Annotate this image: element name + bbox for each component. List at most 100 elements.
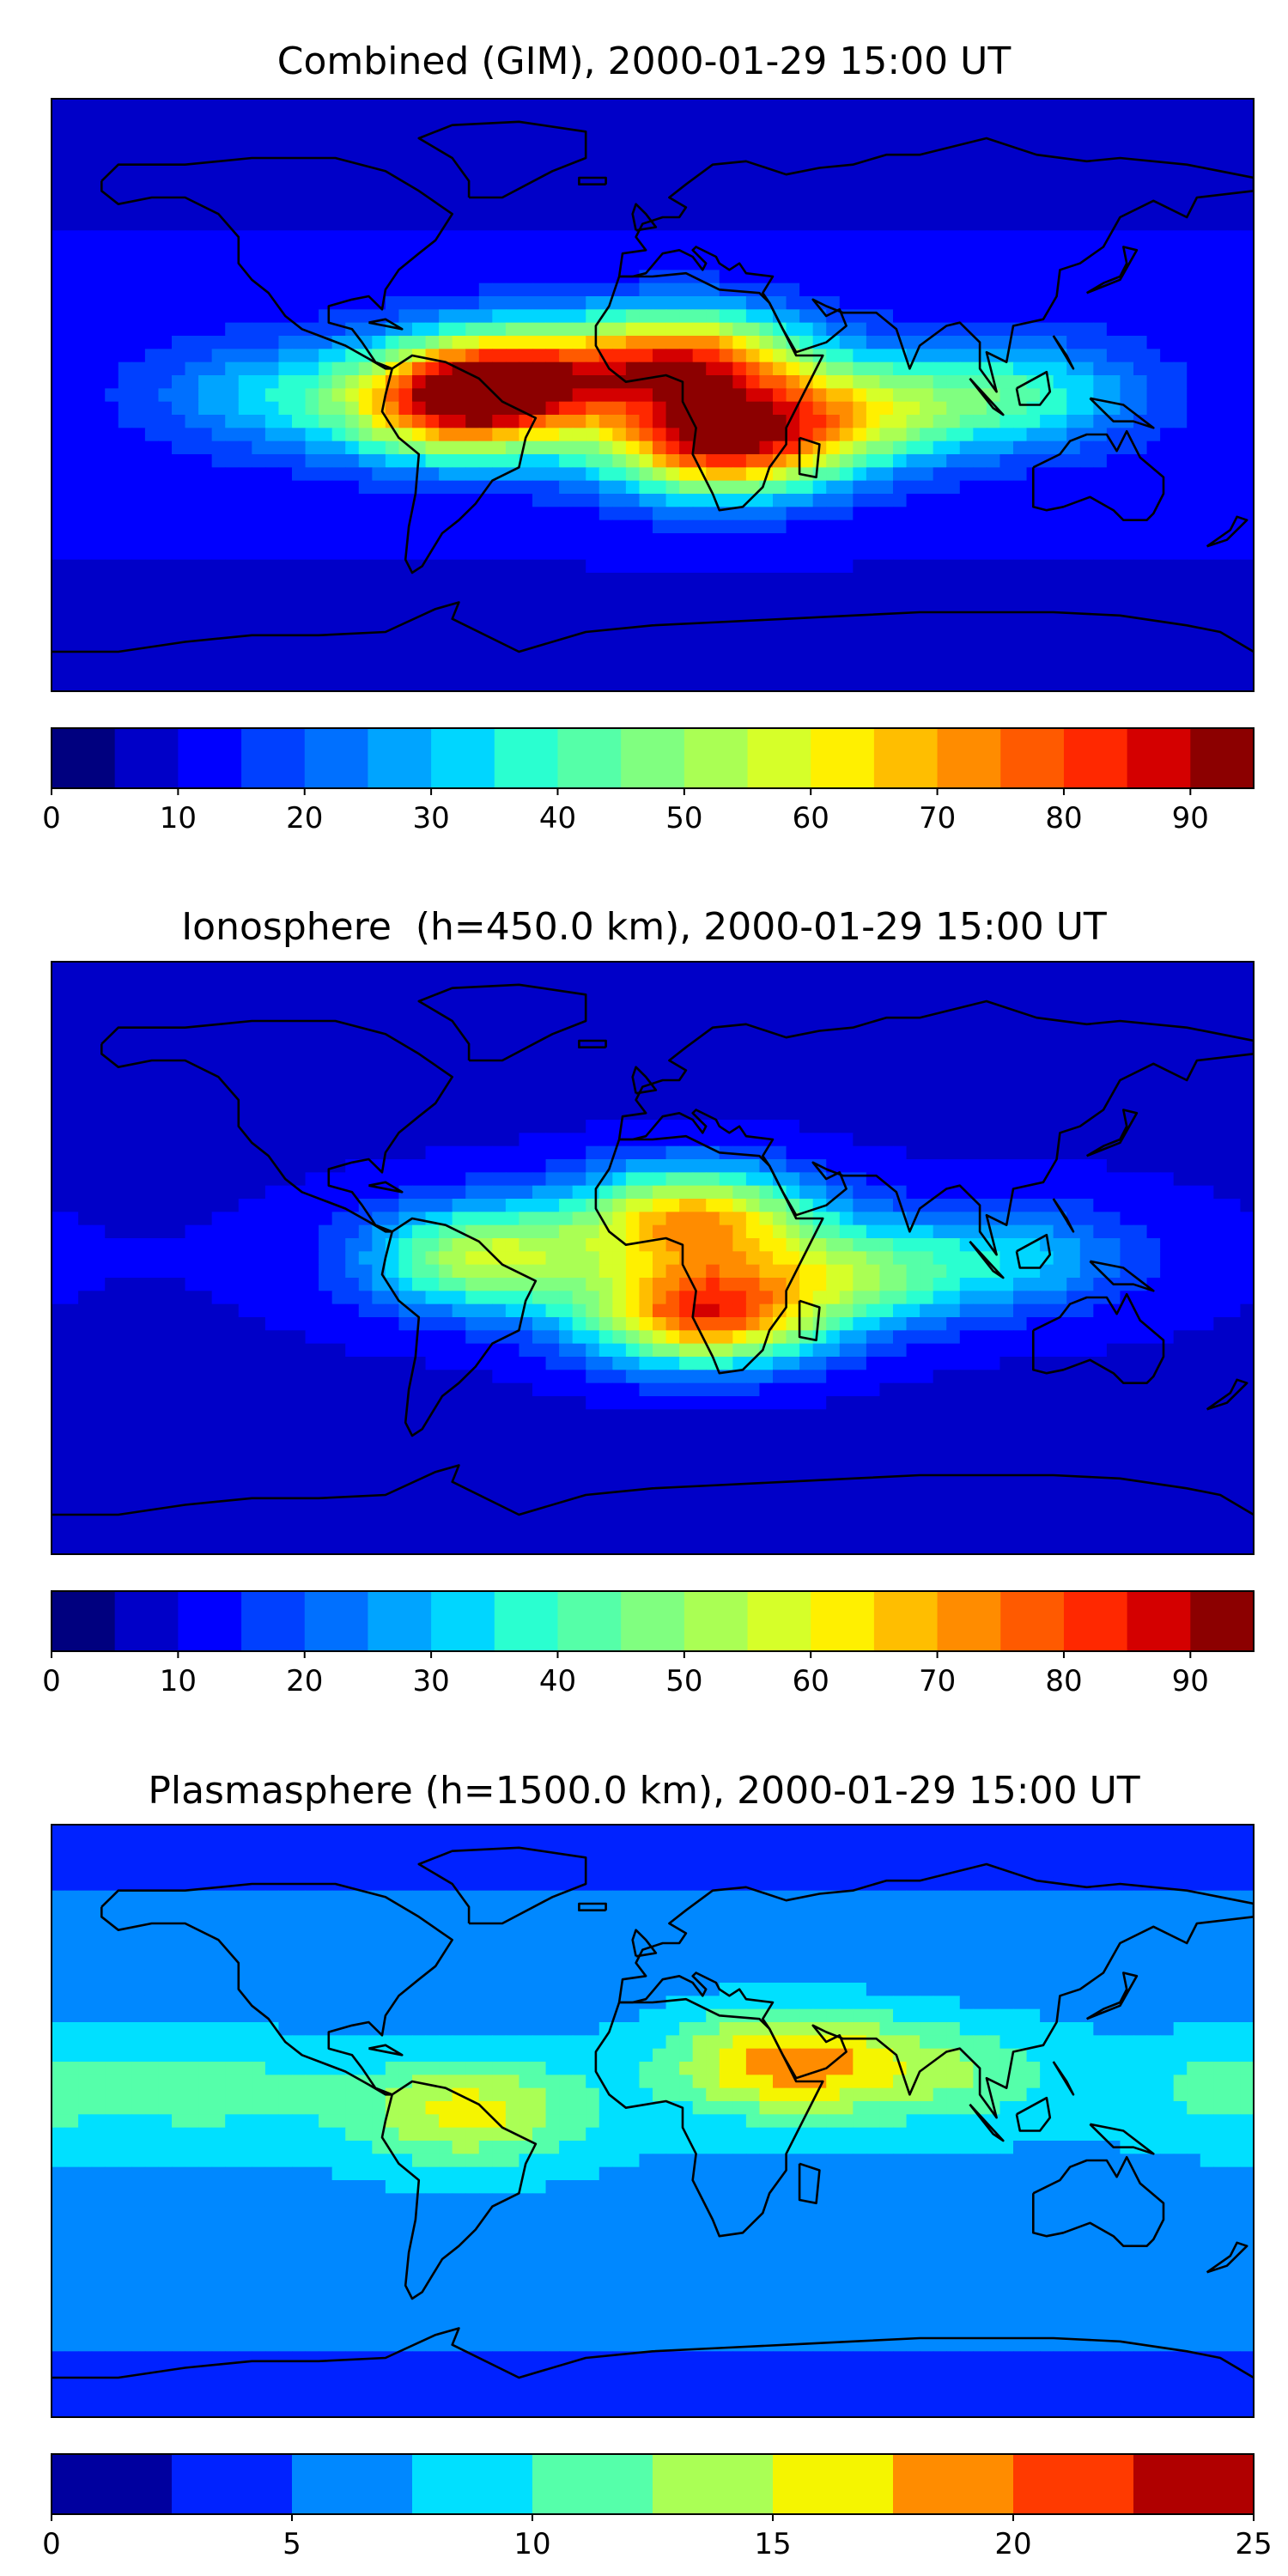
field-cell — [1187, 1014, 1201, 1029]
field-cell — [439, 1001, 453, 1015]
field-cell — [959, 336, 974, 349]
field-cell — [1213, 322, 1228, 337]
field-cell — [439, 467, 453, 482]
field-cell — [559, 112, 574, 126]
field-cell — [225, 975, 240, 989]
field-cell — [91, 361, 106, 376]
field-cell — [118, 586, 132, 600]
field-cell — [158, 270, 173, 284]
field-cell — [866, 243, 881, 258]
field-cell — [358, 309, 373, 324]
field-cell — [1026, 1001, 1041, 1015]
field-cell — [866, 652, 881, 665]
field-cell — [1173, 598, 1188, 613]
field-cell — [959, 230, 974, 245]
field-cell — [559, 1014, 574, 1029]
field-cell — [131, 1027, 146, 1042]
field-cell — [879, 987, 894, 1002]
field-cell — [879, 164, 894, 179]
field-cell — [385, 112, 400, 126]
field-cell — [879, 243, 894, 258]
field-cell — [773, 559, 787, 574]
field-cell — [78, 665, 93, 679]
field-cell — [144, 1001, 160, 1015]
field-cell — [732, 987, 747, 1002]
field-cell — [1160, 243, 1175, 258]
field-cell — [799, 494, 814, 507]
field-cell — [492, 573, 507, 586]
field-cell — [185, 99, 199, 112]
field-cell — [478, 440, 493, 455]
field-cell — [1226, 467, 1242, 482]
field-cell — [278, 975, 293, 989]
field-cell — [706, 230, 720, 245]
field-cell — [745, 665, 761, 679]
field-cell — [398, 99, 413, 112]
field-cell — [1146, 665, 1161, 679]
field-cell — [933, 519, 947, 534]
field-cell — [319, 987, 333, 1002]
field-cell — [372, 428, 386, 442]
field-cell — [745, 388, 761, 403]
field-cell — [773, 99, 787, 112]
field-cell — [799, 987, 814, 1002]
field-cell — [425, 638, 440, 653]
field-cell — [238, 375, 252, 389]
field-cell — [745, 230, 761, 245]
field-cell — [1120, 191, 1134, 205]
field-cell — [372, 638, 386, 653]
field-cell — [238, 494, 252, 507]
field-cell — [1226, 138, 1242, 152]
field-cell — [331, 507, 346, 521]
field-cell — [1120, 1001, 1134, 1015]
field-cell — [1079, 467, 1094, 482]
field-cell — [532, 1041, 547, 1054]
field-cell — [973, 1066, 987, 1081]
field-cell — [986, 975, 1001, 989]
field-cell — [131, 361, 146, 376]
field-cell — [91, 546, 106, 561]
field-cell — [999, 296, 1014, 310]
field-cell — [118, 178, 132, 191]
field-cell — [612, 428, 627, 442]
field-cell — [385, 388, 400, 403]
field-cell — [973, 204, 987, 218]
field-cell — [839, 454, 854, 468]
field-cell — [198, 598, 213, 613]
field-cell — [345, 283, 360, 297]
field-cell — [131, 652, 146, 665]
field-cell — [639, 625, 653, 640]
field-cell — [144, 440, 160, 455]
field-cell — [665, 361, 680, 376]
field-cell — [893, 573, 908, 586]
field-cell — [252, 665, 266, 679]
field-cell — [412, 415, 427, 428]
field-cell — [920, 1054, 934, 1068]
field-cell — [706, 270, 720, 284]
field-cell — [319, 625, 333, 640]
field-cell — [91, 401, 106, 416]
field-cell — [198, 546, 213, 561]
field-cell — [879, 138, 894, 152]
field-cell — [1187, 230, 1201, 245]
field-cell — [572, 559, 586, 574]
field-cell — [144, 428, 160, 442]
field-cell — [505, 375, 520, 389]
field-cell — [786, 519, 800, 534]
field-cell — [185, 962, 199, 975]
field-cell — [64, 270, 79, 284]
field-cell — [439, 99, 453, 112]
field-cell — [879, 467, 894, 482]
field-cell — [999, 257, 1014, 270]
field-cell — [1200, 112, 1214, 126]
field-cell — [1213, 454, 1228, 468]
field-cell — [999, 494, 1014, 507]
field-cell — [425, 283, 440, 297]
field-cell — [264, 296, 280, 310]
field-cell — [305, 625, 319, 640]
field-cell — [933, 652, 947, 665]
field-cell — [906, 677, 920, 691]
field-cell — [1013, 440, 1028, 455]
field-cell — [653, 480, 667, 495]
field-cell — [625, 428, 641, 442]
